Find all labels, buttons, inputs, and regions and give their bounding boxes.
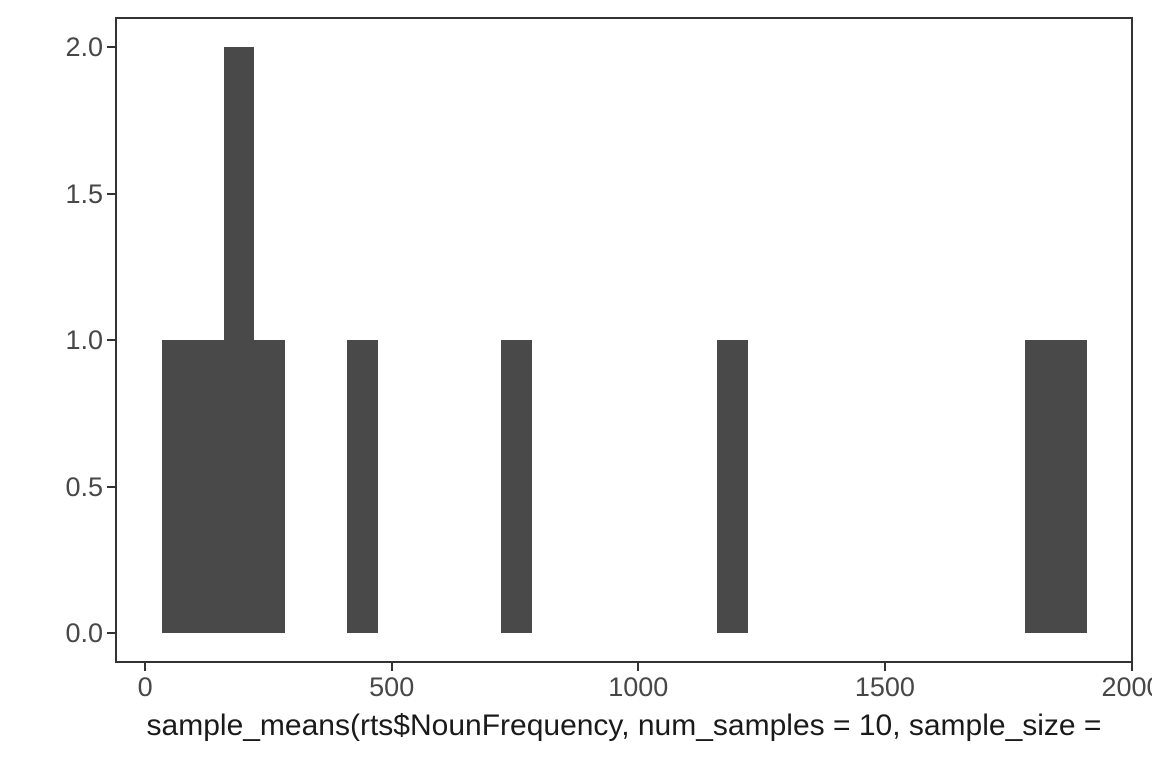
y-tick-label: 0.0 bbox=[65, 618, 103, 649]
x-tick-label: 1500 bbox=[854, 672, 915, 702]
histogram-bar bbox=[254, 340, 286, 634]
y-tick-label: 1.0 bbox=[65, 325, 103, 356]
x-tick-mark bbox=[883, 663, 886, 671]
x-tick-mark bbox=[144, 663, 147, 671]
y-tick-mark bbox=[107, 485, 115, 488]
x-tick-label: 500 bbox=[369, 672, 415, 702]
histogram-bar bbox=[192, 340, 224, 634]
y-tick-label: 2.0 bbox=[65, 32, 103, 63]
y-tick-mark bbox=[107, 632, 115, 635]
y-tick-label: 0.5 bbox=[65, 471, 103, 502]
histogram-bar bbox=[716, 340, 748, 634]
x-axis-title: sample_means(rts$NounFrequency, num_samp… bbox=[146, 709, 1102, 742]
histogram-bar bbox=[1024, 340, 1056, 634]
y-tick-mark bbox=[107, 46, 115, 49]
histogram-bar bbox=[161, 340, 193, 634]
histogram-bar bbox=[346, 340, 378, 634]
x-tick-label: 1000 bbox=[608, 672, 669, 702]
y-tick-mark bbox=[107, 339, 115, 342]
x-tick-mark bbox=[1130, 663, 1133, 671]
y-tick-mark bbox=[107, 192, 115, 195]
y-tick-label: 1.5 bbox=[65, 178, 103, 209]
histogram-bar bbox=[500, 340, 532, 634]
histogram-bar bbox=[1055, 340, 1087, 634]
x-tick-mark bbox=[637, 663, 640, 671]
x-tick-label: 0 bbox=[137, 672, 153, 702]
histogram-bar bbox=[223, 47, 255, 634]
x-tick-mark bbox=[390, 663, 393, 671]
